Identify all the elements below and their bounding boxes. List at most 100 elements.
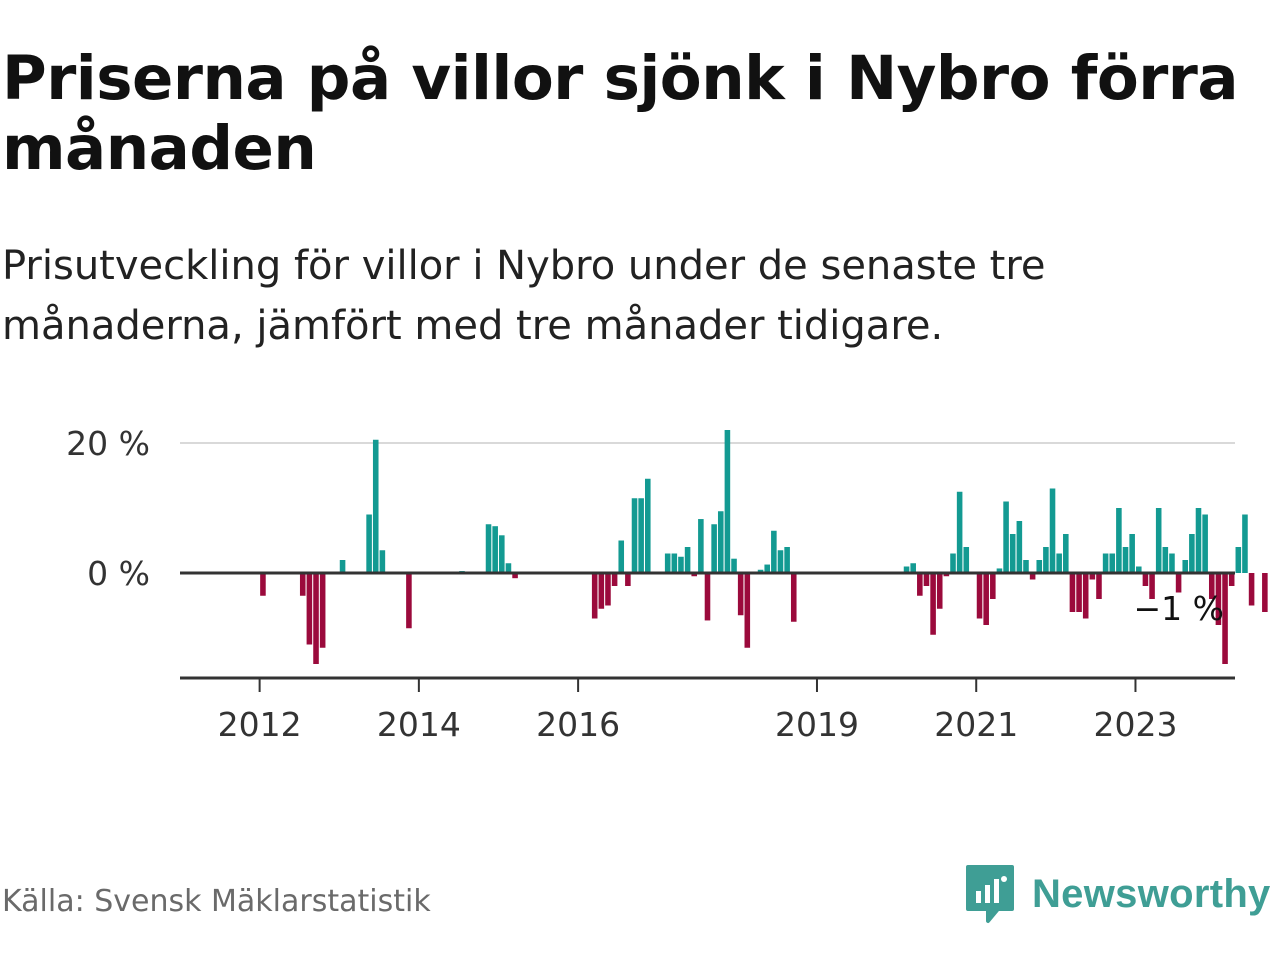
bar: [943, 573, 950, 577]
bar: [1016, 521, 1023, 573]
bar: [950, 553, 956, 573]
bar: [1122, 547, 1129, 573]
bar: [260, 573, 266, 596]
bar: [671, 553, 678, 573]
bar: [1142, 573, 1149, 586]
end-value-label: −1 %: [1134, 589, 1225, 628]
newsworthy-logo-icon: [966, 865, 1014, 923]
bar: [1248, 573, 1255, 606]
brand-logo: Newsworthy: [964, 862, 1271, 926]
bar: [1029, 573, 1036, 580]
bar: [1089, 573, 1096, 580]
bar: [1242, 514, 1248, 573]
y-tick-label: 20 %: [66, 424, 150, 463]
bar: [306, 573, 313, 645]
bar: [764, 564, 770, 573]
bar: [1202, 514, 1208, 573]
bar: [485, 524, 492, 573]
x-tick-label: 2021: [934, 705, 1018, 744]
bar: [605, 573, 611, 606]
bar: [339, 560, 346, 573]
bar: [1155, 508, 1162, 573]
bar: [917, 573, 923, 596]
bar: [1222, 573, 1228, 664]
bar: [1036, 560, 1043, 573]
bar: [372, 439, 379, 573]
bar: [645, 478, 651, 573]
bar: [625, 573, 631, 586]
chart-title: Priserna på villor sjönk i Nybro förra m…: [2, 43, 1239, 184]
bar: [505, 563, 512, 573]
bar-chart: 0 % 20 % 2012 2014 2016 2019 2021 2023 −1 %: [66, 424, 1268, 744]
bar: [1063, 534, 1069, 573]
bar: [1009, 534, 1016, 573]
x-tick-label: 2019: [775, 705, 859, 744]
bar: [784, 547, 790, 573]
bar: [1262, 573, 1268, 612]
bar: [704, 573, 711, 621]
bar: [930, 573, 936, 635]
bar: [990, 573, 996, 599]
bar: [1215, 573, 1222, 625]
x-tick-label: 2012: [218, 705, 302, 744]
bar: [1049, 488, 1056, 573]
bar: [1228, 573, 1235, 586]
bar: [664, 553, 671, 573]
bar: [1175, 573, 1182, 593]
bar: [956, 491, 963, 573]
bar: [1043, 547, 1049, 573]
bar: [936, 573, 943, 609]
bar: [691, 573, 698, 577]
bar: [1162, 547, 1169, 573]
bar: [678, 556, 684, 573]
bar: [499, 535, 505, 573]
bar: [711, 524, 717, 573]
bar: [611, 573, 618, 586]
chart-subtitle: Prisutveckling för villor i Nybro under …: [2, 243, 1046, 349]
y-tick-label: 0 %: [87, 554, 150, 593]
bar: [1023, 560, 1029, 573]
bar: [1076, 573, 1082, 612]
bar: [299, 573, 306, 596]
bar: [903, 566, 910, 573]
source-note: Källa: Svensk Mäklarstatistik: [2, 884, 431, 919]
bar: [923, 573, 930, 586]
bar: [1182, 560, 1189, 573]
bar: [319, 573, 326, 648]
bar: [1129, 534, 1135, 573]
bar: [1195, 508, 1202, 573]
bar: [684, 547, 691, 573]
bar: [731, 558, 737, 573]
bar: [1003, 501, 1009, 573]
bar: [976, 573, 983, 619]
bar: [777, 550, 784, 573]
bar: [963, 547, 970, 573]
bar: [790, 573, 797, 622]
bar: [1189, 534, 1195, 573]
bar: [618, 540, 625, 573]
bar: [744, 573, 751, 648]
bar: [1096, 573, 1102, 599]
x-tick-label: 2016: [536, 705, 620, 744]
bar: [1082, 573, 1089, 619]
bar: [1169, 553, 1175, 573]
bar: [724, 430, 731, 573]
bar: [631, 498, 638, 573]
bar: [1149, 573, 1155, 599]
bar: [1235, 547, 1242, 573]
bar: [366, 514, 372, 573]
bar: [910, 563, 916, 573]
bar: [1136, 566, 1142, 573]
bar: [1116, 508, 1122, 573]
bar: [771, 530, 777, 573]
bar: [512, 573, 518, 579]
bar: [1208, 573, 1215, 599]
bar: [406, 573, 412, 629]
bar: [492, 526, 498, 573]
bar: [379, 550, 386, 573]
bar: [638, 498, 644, 573]
bar: [983, 573, 989, 625]
x-tick-label: 2014: [377, 705, 461, 744]
bar: [698, 519, 704, 573]
bar: [598, 573, 605, 609]
